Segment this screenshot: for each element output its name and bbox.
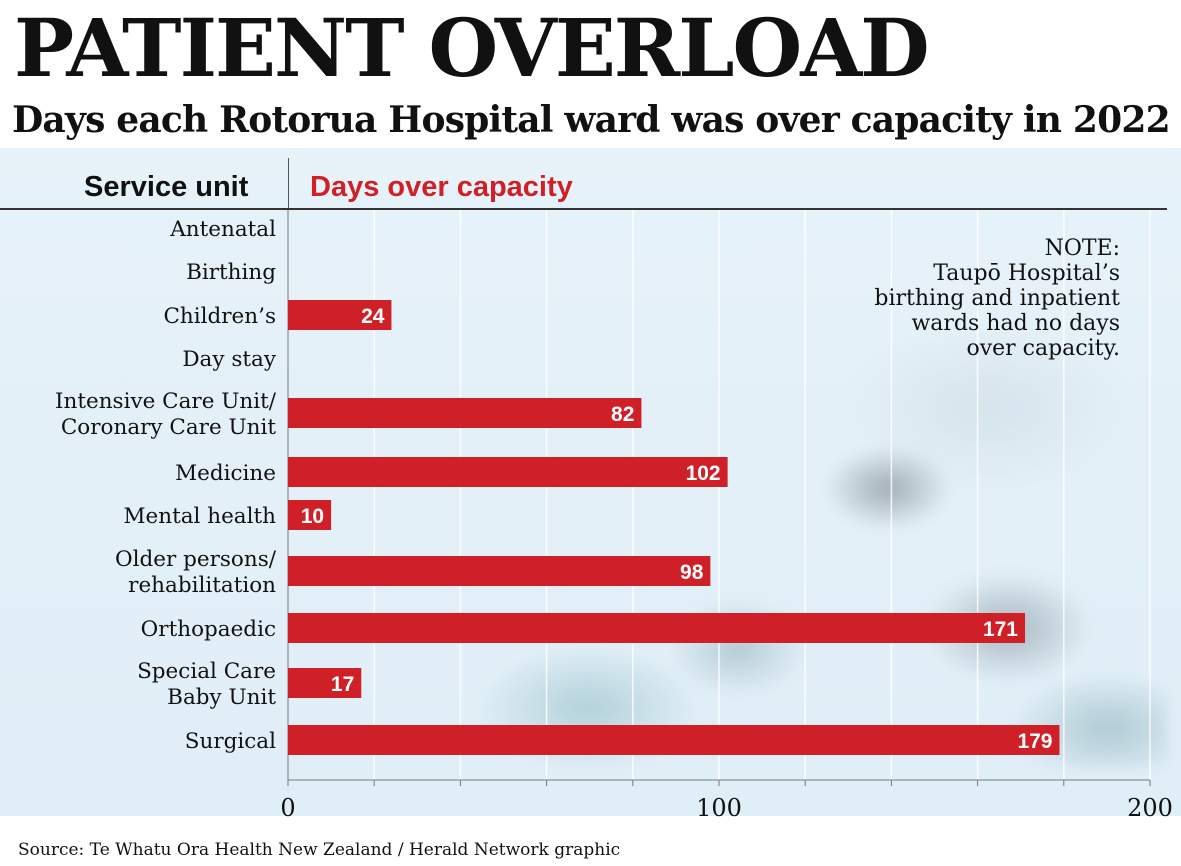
category-label: Antenatal: [169, 217, 276, 242]
source-credit: Source: Te Whatu Ora Health New Zealand …: [18, 840, 621, 860]
bar-value-label: 179: [1017, 730, 1052, 753]
header-divider: [288, 158, 289, 208]
bar-value-label: 82: [611, 403, 634, 426]
bar-value-label: 10: [301, 505, 324, 528]
category-label: Baby Unit: [167, 685, 276, 710]
bar: [288, 613, 1026, 643]
bar-value-label: 17: [331, 673, 354, 696]
note-line: wards had no days: [911, 311, 1120, 336]
category-label: Surgical: [185, 729, 276, 754]
bar-value-label: 98: [680, 561, 704, 584]
days-over-capacity-header: Days over capacity: [310, 171, 573, 203]
category-label: Special Care: [137, 659, 276, 684]
note-line: over capacity.: [966, 336, 1120, 361]
x-tick-label: 200: [1127, 794, 1173, 822]
category-label: Intensive Care Unit/: [55, 389, 277, 414]
chart-panel: [0, 148, 1181, 816]
x-tick-label: 0: [280, 794, 295, 822]
bar: [288, 556, 711, 586]
bar: [288, 668, 362, 698]
bar-value-label: 24: [361, 305, 385, 328]
category-label: Coronary Care Unit: [61, 415, 276, 440]
note-box: NOTE: Taupō Hospital’s birthing and inpa…: [840, 236, 1120, 361]
service-unit-header: Service unit: [84, 171, 249, 203]
bar: [288, 500, 332, 530]
header-rule: [0, 208, 1167, 210]
bar-value-label: 102: [686, 462, 721, 485]
category-label: Mental health: [123, 504, 276, 529]
category-label: Medicine: [175, 461, 276, 486]
chart-subtitle: Days each Rotorua Hospital ward was over…: [12, 99, 1171, 141]
category-label: Orthopaedic: [141, 617, 276, 642]
bar-value-label: 171: [983, 618, 1018, 641]
bar: [288, 300, 392, 330]
note-line: birthing and inpatient: [874, 286, 1120, 311]
category-label: Birthing: [186, 260, 276, 285]
note-line: NOTE:: [1044, 236, 1120, 261]
photo-backdrop: [288, 208, 1168, 768]
category-label: rehabilitation: [128, 573, 276, 598]
category-label: Older persons/: [115, 547, 277, 572]
x-tick-label: 100: [696, 794, 742, 822]
bar: [288, 457, 728, 487]
category-label: Children’s: [163, 304, 276, 329]
bar: [288, 725, 1060, 755]
note-line: Taupō Hospital’s: [933, 261, 1120, 286]
category-label: Day stay: [182, 347, 277, 372]
bar: [288, 398, 642, 428]
chart-title: PATIENT OVERLOAD: [14, 1, 930, 95]
